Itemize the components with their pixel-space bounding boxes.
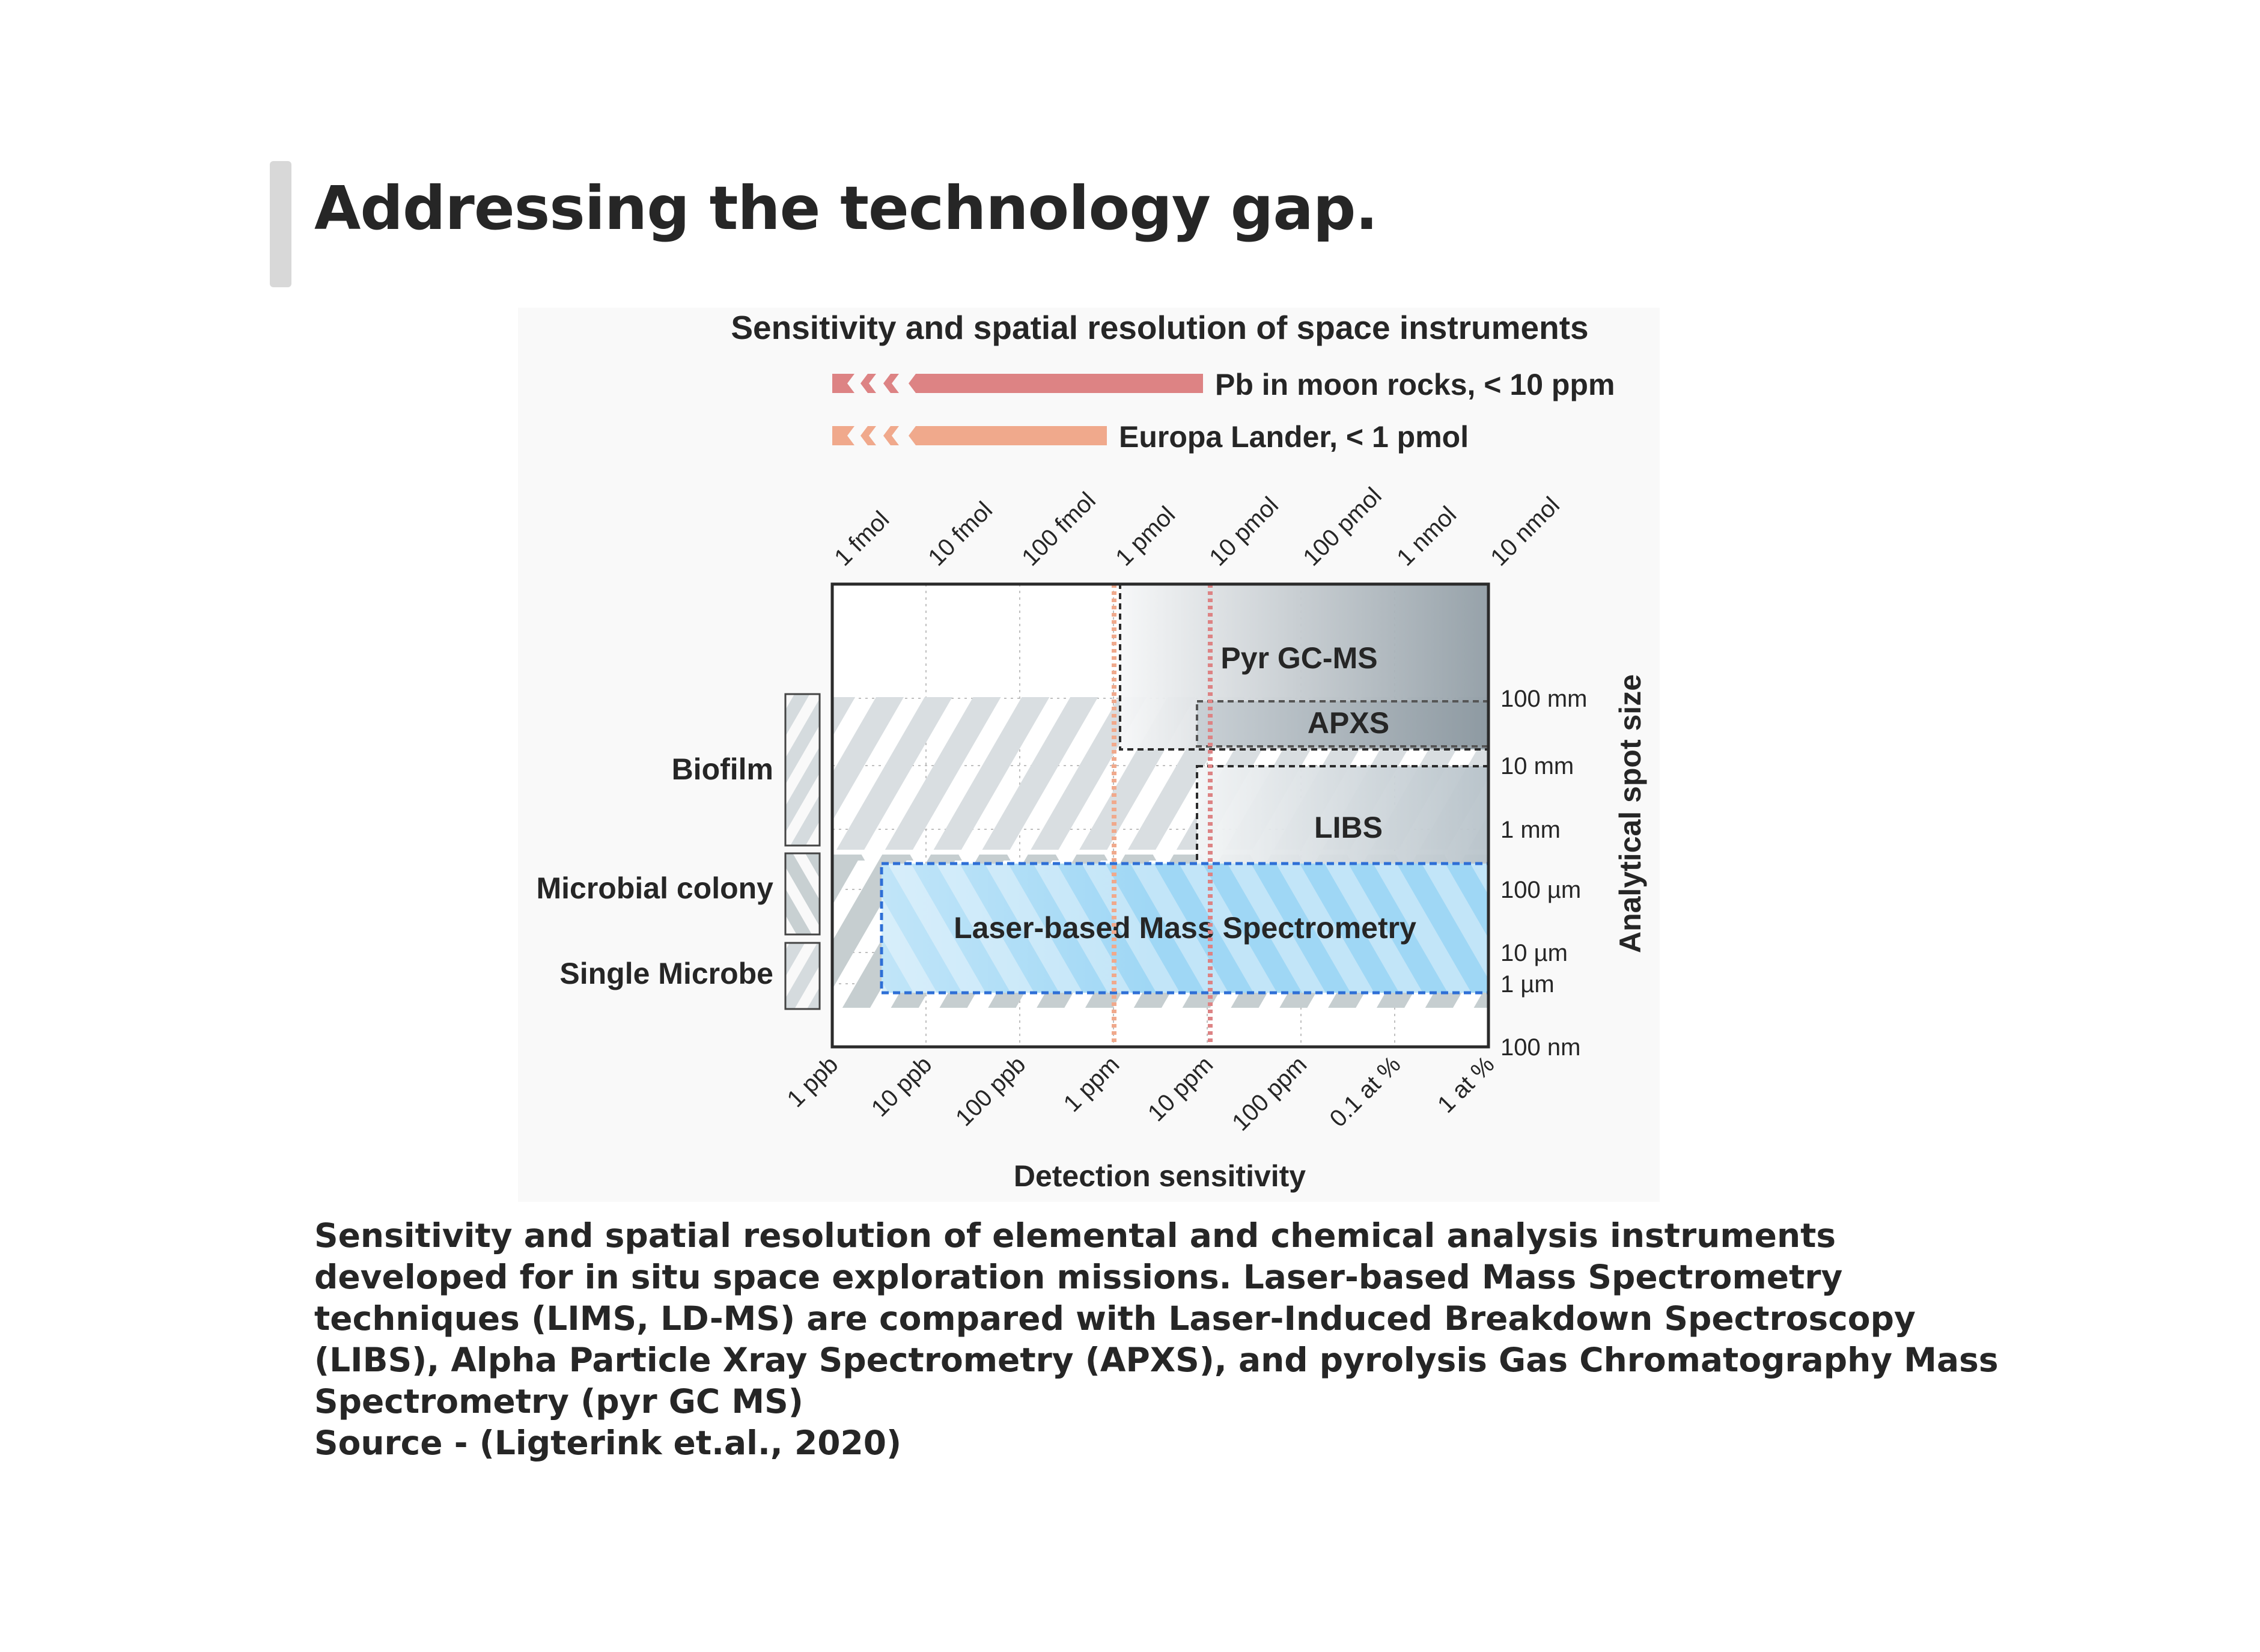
gcms-label: Pyr GC-MS: [1220, 641, 1377, 675]
moon-rocks-chevron-3: [883, 374, 899, 393]
right-tick-label: 10 mm: [1500, 753, 1574, 779]
moon-rocks-bar: [909, 374, 1203, 393]
apxs-border: [1196, 700, 1490, 748]
single-microbe-box: [784, 942, 821, 1010]
top-tick-label: 100 pmol: [1298, 483, 1386, 571]
target-moon-rocks: Pb in moon rocks, < 10 ppm: [832, 368, 1615, 401]
moon-rocks-chevron-1: [832, 374, 854, 393]
right-tick-label: 1 mm: [1500, 817, 1561, 843]
plot-frame: [830, 582, 1490, 1049]
bottom-tick-label: 1 ppm: [1059, 1051, 1125, 1117]
europa-label: Europa Lander, < 1 pmol: [1119, 420, 1469, 454]
moon-rocks-chevron-2: [860, 374, 876, 393]
europa-bar: [909, 426, 1107, 445]
x-axis-title: Detection sensitivity: [1014, 1159, 1306, 1193]
bottom-tick-label: 0.1 at %: [1324, 1051, 1406, 1132]
slide-title: Addressing the technology gap.: [314, 173, 1378, 243]
top-axis-ticks: 1 fmol 10 fmol 100 fmol 1 pmol 10 pmol 100 pm…: [829, 483, 1565, 571]
bottom-axis-ticks: 1 ppb 10 ppb 100 ppb 1 ppm 10 ppm 100 ppm 0.1 …: [782, 1051, 1499, 1136]
right-tick-label: 100 mm: [1500, 686, 1588, 712]
y-axis-title: Analytical spot size: [1613, 674, 1647, 953]
bottom-tick-label: 1 at %: [1433, 1051, 1499, 1118]
lms-border: [880, 862, 1490, 995]
caption-source: Source - (Ligterink et.al., 2020): [314, 1424, 902, 1462]
top-tick-label: 1 fmol: [829, 506, 894, 571]
bottom-tick-label: 10 ppb: [867, 1051, 937, 1122]
bottom-tick-label: 1 ppb: [782, 1051, 843, 1112]
top-tick-label: 100 fmol: [1017, 487, 1101, 571]
biofilm-box: [784, 693, 821, 847]
top-tick-label: 10 fmol: [923, 496, 998, 571]
europa-chevron-1: [832, 426, 854, 445]
target-europa-lander: Europa Lander, < 1 pmol: [832, 420, 1469, 454]
title-accent-bar: [270, 161, 291, 287]
europa-chevron-3: [883, 426, 899, 445]
chart-title: Sensitivity and spatial resolution of sp…: [731, 309, 1588, 346]
single-microbe-label: Single Microbe: [559, 957, 773, 990]
top-tick-label: 10 pmol: [1204, 492, 1284, 571]
apxs-region: [1197, 701, 1488, 746]
top-tick-label: 1 pmol: [1110, 501, 1180, 571]
libs-label: LIBS: [1314, 811, 1383, 844]
top-tick-label: 1 nmol: [1392, 501, 1461, 571]
biofilm-label: Biofilm: [672, 752, 773, 786]
bottom-tick-label: 100 ppb: [951, 1051, 1031, 1131]
lms-label: Laser-based Mass Spectrometry: [954, 911, 1416, 945]
right-tick-label: 1 µm: [1500, 971, 1555, 998]
top-tick-label: 10 nmol: [1485, 492, 1565, 571]
figure-caption: Sensitivity and spatial resolution of el…: [314, 1215, 2009, 1464]
right-tick-label: 100 nm: [1500, 1034, 1580, 1061]
sample-scale-boxes: Biofilm Microbial colony Single Microbe: [536, 693, 821, 1010]
caption-text: Sensitivity and spatial resolution of el…: [314, 1216, 1999, 1421]
microbe-band-reverse: [832, 855, 1488, 861]
right-tick-label: 100 µm: [1500, 877, 1581, 903]
microbial-colony-label: Microbial colony: [536, 871, 773, 905]
right-tick-label: 10 µm: [1500, 940, 1568, 966]
lms-fade: [882, 864, 1488, 993]
right-axis-ticks: 100 nm 1 µm 10 µm 100 µm 1 mm 10 mm 100 mm: [1500, 686, 1588, 1061]
bottom-tick-label: 100 ppm: [1227, 1051, 1312, 1136]
apxs-label: APXS: [1308, 706, 1389, 740]
bottom-tick-label: 10 ppm: [1143, 1051, 1218, 1126]
sensitivity-resolution-chart: Sensitivity and spatial resolution of sp…: [536, 309, 1647, 1193]
plot-area: Pyr GC-MS APXS LIBS Laser-based Mass Spe…: [830, 582, 1490, 1049]
microbial-colony-box: [784, 852, 821, 936]
europa-chevron-2: [860, 426, 876, 445]
moon-rocks-label: Pb in moon rocks, < 10 ppm: [1215, 368, 1615, 401]
